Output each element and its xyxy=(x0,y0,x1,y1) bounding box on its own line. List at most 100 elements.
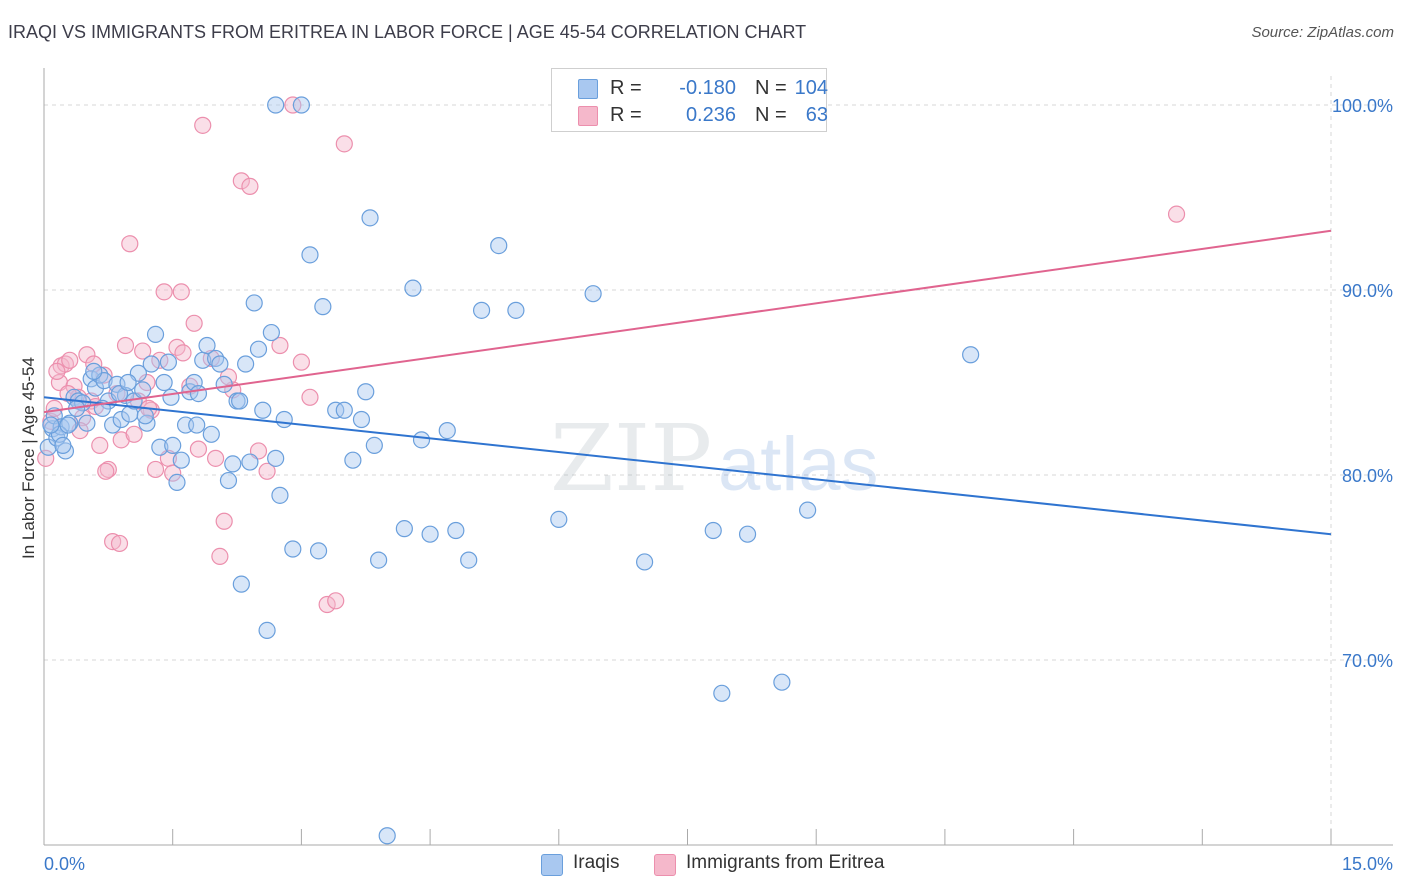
eritrea-point xyxy=(48,362,66,380)
iraqi-point xyxy=(357,383,375,401)
eritrea-point xyxy=(215,512,233,530)
iraqi-swatch xyxy=(578,79,598,99)
iraqi-point xyxy=(39,438,57,456)
eritrea-legend-swatch xyxy=(654,854,676,876)
r-value: 0.236 xyxy=(685,104,736,126)
eritrea-point xyxy=(146,460,165,479)
iraqi-point xyxy=(59,416,77,434)
iraqi-point xyxy=(146,325,165,343)
iraqi-point xyxy=(460,551,478,569)
iraqi-point xyxy=(136,407,154,425)
iraqi-point xyxy=(635,553,654,571)
eritrea-point xyxy=(134,342,152,360)
eritrea-point xyxy=(174,344,192,362)
eritrea-point xyxy=(91,436,109,454)
tick-labels: 100.0% 90.0% 80.0% 70.0% 0.0% 15.0% xyxy=(44,96,1393,874)
iraqi-point xyxy=(378,827,396,845)
iraqi-point xyxy=(151,438,169,456)
iraqi-point xyxy=(352,410,371,429)
eritrea-point xyxy=(78,346,96,364)
iraqi-point xyxy=(584,285,602,303)
iraqi-point xyxy=(301,246,319,264)
iraqi-point xyxy=(119,373,137,392)
y-tick-label: 70.0% xyxy=(1342,651,1393,671)
iraqi-point xyxy=(104,416,122,434)
series-iraqi-points xyxy=(39,96,980,845)
iraqi-point xyxy=(447,521,465,540)
eritrea-point xyxy=(232,172,250,190)
iraqi-point xyxy=(164,436,182,454)
trend-lines xyxy=(43,229,1332,536)
eritrea-point xyxy=(271,336,289,355)
eritrea-point xyxy=(301,388,319,406)
y-tick-label: 90.0% xyxy=(1342,281,1393,301)
iraqi-point xyxy=(172,451,190,469)
y-tick-label: 80.0% xyxy=(1342,466,1393,486)
iraqi-point xyxy=(962,346,980,364)
iraqi-point xyxy=(309,542,328,560)
iraqi-point xyxy=(738,525,757,543)
iraqi-point xyxy=(361,209,379,227)
eritrea-point xyxy=(155,283,173,301)
eritrea-point xyxy=(207,449,225,467)
iraqi-point xyxy=(773,673,791,691)
watermark: ZIP atlas xyxy=(550,405,879,512)
iraqi-point xyxy=(168,473,186,491)
chart-title: IRAQI VS IMMIGRANTS FROM ERITREA IN LABO… xyxy=(8,22,807,42)
iraqi-point xyxy=(232,575,250,593)
iraqi-point xyxy=(421,525,439,543)
iraqi-point xyxy=(267,96,285,114)
iraqi-point xyxy=(267,449,285,467)
iraqi-point xyxy=(188,416,206,434)
iraqi-point xyxy=(275,410,293,429)
iraqi-point xyxy=(231,392,249,410)
iraqi-point xyxy=(78,414,96,432)
eritrea-point xyxy=(61,351,79,369)
iraqi-point xyxy=(713,684,731,702)
iraqi-point xyxy=(162,388,180,406)
eritrea-point xyxy=(189,440,208,458)
iraqi-point xyxy=(370,551,388,569)
watermark-zip: ZIP xyxy=(550,405,712,512)
iraqi-point xyxy=(202,425,220,443)
n-value: 104 xyxy=(794,77,828,99)
iraqi-point xyxy=(219,471,238,490)
eritrea-point xyxy=(104,532,122,551)
eritrea-swatch xyxy=(578,106,598,126)
eritrea-legend-label: Immigrants from Eritrea xyxy=(686,852,885,873)
iraqi-point xyxy=(155,373,173,392)
eritrea-point xyxy=(37,449,55,467)
iraqi-point xyxy=(284,540,302,558)
eritrea-point xyxy=(292,353,310,371)
iraqi-point xyxy=(262,323,280,342)
iraqi-point xyxy=(344,451,362,469)
n-value: 63 xyxy=(805,104,828,126)
iraqi-point xyxy=(438,422,456,440)
iraqi-point xyxy=(472,301,491,319)
iraqi-point xyxy=(237,355,255,373)
eritrea-point xyxy=(194,116,212,134)
eritrea-point xyxy=(116,336,135,355)
eritrea-point xyxy=(318,595,336,614)
iraqi-point xyxy=(85,362,103,380)
watermark-atlas: atlas xyxy=(718,422,879,507)
source-credit: Source: ZipAtlas.com xyxy=(1251,24,1394,41)
iraqi-point xyxy=(507,301,525,319)
iraqi-point xyxy=(241,453,259,471)
iraqi-point xyxy=(189,385,208,403)
iraqi-point xyxy=(271,486,289,504)
eritrea-point xyxy=(164,464,182,482)
iraqi-point xyxy=(198,336,216,355)
x-tick-label: 0.0% xyxy=(44,854,85,874)
iraqi-point xyxy=(112,410,130,429)
stats-legend: R = -0.180 N = 104 R = 0.236 N = 63 xyxy=(551,68,828,132)
iraqi-point xyxy=(704,521,722,540)
eritrea-point xyxy=(125,425,143,443)
iraqi-point xyxy=(550,510,568,529)
iraqis-legend-label: Iraqis xyxy=(573,852,620,873)
eritrea-point xyxy=(172,283,190,301)
iraqi-point xyxy=(314,298,332,316)
iraqi-point xyxy=(335,401,353,419)
iraqi-point xyxy=(395,520,413,538)
